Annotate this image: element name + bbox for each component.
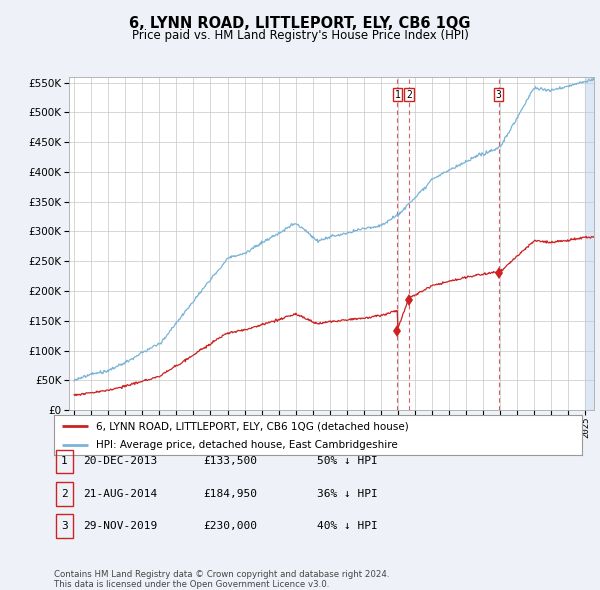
Text: 1: 1 bbox=[395, 90, 400, 100]
Text: 2: 2 bbox=[61, 489, 68, 499]
Text: 21-AUG-2014: 21-AUG-2014 bbox=[83, 489, 158, 499]
Text: Contains HM Land Registry data © Crown copyright and database right 2024.: Contains HM Land Registry data © Crown c… bbox=[54, 570, 389, 579]
Text: 50% ↓ HPI: 50% ↓ HPI bbox=[317, 457, 377, 466]
Text: £133,500: £133,500 bbox=[203, 457, 257, 466]
Text: 3: 3 bbox=[496, 90, 502, 100]
Text: 6, LYNN ROAD, LITTLEPORT, ELY, CB6 1QG (detached house): 6, LYNN ROAD, LITTLEPORT, ELY, CB6 1QG (… bbox=[96, 421, 409, 431]
Text: 36% ↓ HPI: 36% ↓ HPI bbox=[317, 489, 377, 499]
Text: 20-DEC-2013: 20-DEC-2013 bbox=[83, 457, 158, 466]
Text: 3: 3 bbox=[61, 522, 68, 531]
Text: This data is licensed under the Open Government Licence v3.0.: This data is licensed under the Open Gov… bbox=[54, 579, 329, 589]
Text: 1: 1 bbox=[61, 457, 68, 466]
Text: HPI: Average price, detached house, East Cambridgeshire: HPI: Average price, detached house, East… bbox=[96, 441, 398, 450]
Text: 2: 2 bbox=[406, 90, 412, 100]
Text: £230,000: £230,000 bbox=[203, 522, 257, 531]
Bar bbox=[586, 77, 600, 410]
Text: Price paid vs. HM Land Registry's House Price Index (HPI): Price paid vs. HM Land Registry's House … bbox=[131, 29, 469, 42]
Text: 29-NOV-2019: 29-NOV-2019 bbox=[83, 522, 158, 531]
Text: 6, LYNN ROAD, LITTLEPORT, ELY, CB6 1QG: 6, LYNN ROAD, LITTLEPORT, ELY, CB6 1QG bbox=[129, 16, 471, 31]
Text: £184,950: £184,950 bbox=[203, 489, 257, 499]
Text: 40% ↓ HPI: 40% ↓ HPI bbox=[317, 522, 377, 531]
